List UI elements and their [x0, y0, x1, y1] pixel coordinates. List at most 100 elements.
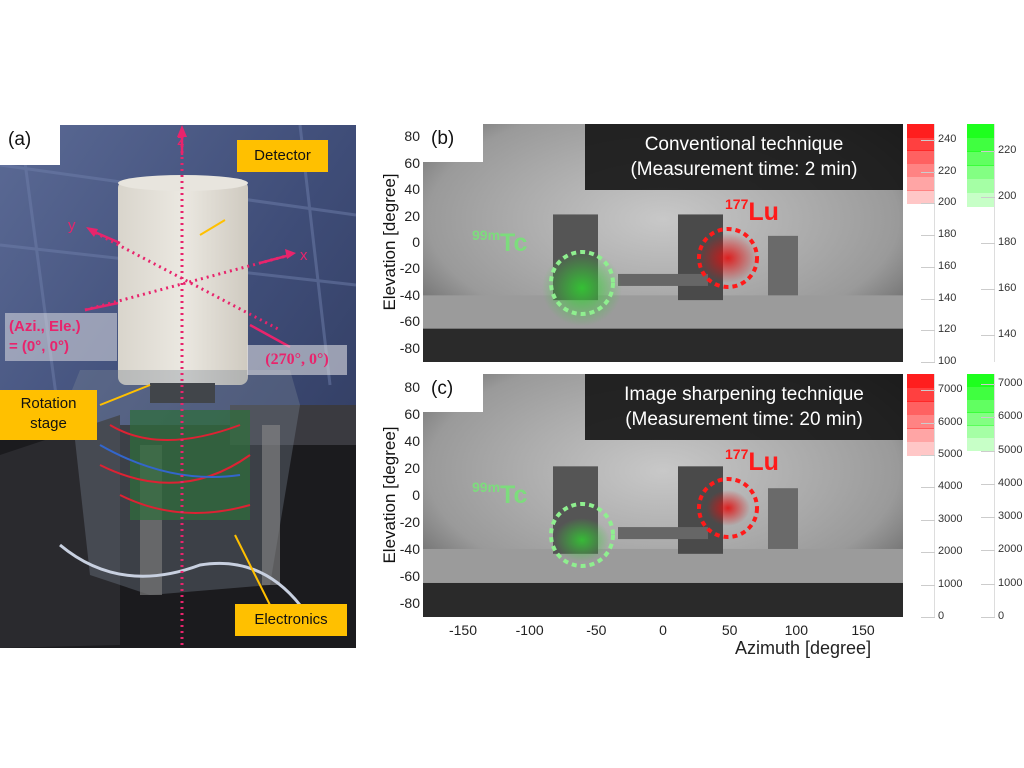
colorbar-tick-mark — [921, 390, 935, 392]
elevation-tick: 40 — [404, 181, 420, 198]
colorbar-tick-mark — [921, 330, 935, 332]
colorbar-red-step — [907, 374, 935, 388]
colorbar-red-step — [907, 441, 935, 456]
lu-hotspot-circle — [697, 227, 759, 289]
colorbar-tick: 2000 — [998, 543, 1023, 556]
tc-hotspot-circle — [549, 502, 615, 568]
elevation-tick: 20 — [404, 459, 420, 476]
colorbar-green-axis — [994, 374, 995, 617]
colorbar-tick: 140 — [998, 327, 1017, 340]
colorbar-tick: 120 — [938, 323, 957, 336]
elevation-tick: -80 — [399, 339, 420, 356]
colorbar-tick-mark — [921, 139, 935, 141]
colorbar-tick-mark — [981, 334, 995, 336]
colorbar-tick: 7000 — [938, 383, 963, 396]
colorbar-tick-mark — [921, 266, 935, 268]
colorbar-tick-mark — [981, 197, 995, 199]
electronics-arrow — [234, 534, 271, 606]
colorbar-tick: 100 — [938, 355, 957, 367]
colorbar-tick: 0 — [998, 610, 1005, 622]
lu-symbol: Lu — [748, 198, 779, 226]
panel-c-title-line1: Image sharpening technique — [624, 384, 864, 405]
colorbar-green-step — [967, 165, 995, 180]
colorbar-tick-mark — [981, 383, 995, 385]
lu-label: 177Lu — [725, 446, 779, 477]
origin-label-line2: = (0°, 0°) — [9, 338, 69, 355]
colorbar-tick-mark — [921, 584, 935, 586]
colorbar-tick-mark — [921, 422, 935, 424]
colorbar-tick: 0 — [938, 610, 945, 622]
colorbar-tick: 1000 — [938, 577, 963, 590]
azimuth-tick: -50 — [586, 622, 607, 638]
colorbar-tick: 5000 — [938, 448, 963, 460]
colorbar-tick-mark — [921, 617, 935, 618]
tc-label: 99mTc — [472, 227, 527, 258]
panel-b-panorama — [423, 124, 903, 362]
colorbar-red-step — [907, 414, 935, 429]
colorbar-tick-mark — [981, 483, 995, 485]
colorbar-red-step — [907, 124, 935, 138]
colorbar-red-axis — [934, 124, 935, 362]
elevation-tick: 80 — [404, 128, 420, 145]
colorbar-tick: 140 — [938, 291, 957, 304]
setup-photo: z y x — [0, 125, 356, 648]
panel-b-title-line1: Conventional technique — [644, 134, 844, 155]
panel-b-title: Conventional technique (Measurement time… — [585, 124, 903, 190]
elevation-tick: -20 — [399, 513, 420, 530]
panel-b-room-image — [423, 124, 903, 362]
colorbar-tick: 5000 — [998, 443, 1023, 456]
rotation-stage-line2: stage — [30, 415, 67, 432]
elevation-tick: 60 — [404, 154, 420, 171]
x-axis-label: x — [300, 247, 308, 264]
origin-label-line1: (Azi., Ele.) — [9, 318, 81, 335]
colorbar-tick: 7000 — [998, 376, 1023, 389]
colorbar-tick: 2000 — [938, 545, 963, 558]
elevation-tick: -80 — [399, 594, 420, 611]
colorbar-tick: 180 — [998, 236, 1017, 248]
elevation-tick: 0 — [412, 234, 420, 250]
colorbar-tick: 3000 — [998, 510, 1023, 523]
colorbar-tick-mark — [921, 362, 935, 363]
colorbar-tick-mark — [981, 151, 995, 153]
elevation-tick: 80 — [404, 378, 420, 395]
azimuth-tick: 50 — [721, 622, 738, 638]
colorbar-tick: 160 — [998, 281, 1017, 294]
colorbar-green-step — [967, 192, 995, 207]
rotation-stage-line1: Rotation — [20, 395, 77, 412]
colorbar-tick-mark — [921, 235, 935, 237]
azimuth-axis-label: Azimuth [degree] — [735, 638, 872, 658]
colorbar-tick-mark — [921, 298, 935, 300]
rotation-stage-callout: Rotation stage — [0, 390, 97, 440]
colorbar-tick: 200 — [938, 196, 957, 209]
elevation-tick: 40 — [404, 432, 420, 449]
elevation-tick: -60 — [399, 313, 420, 330]
side-direction-label: (270°, 0°) — [247, 345, 347, 375]
tc-symbol: Tc — [500, 481, 528, 509]
colorbar-red-step — [907, 150, 935, 165]
elevation-tick: -60 — [399, 567, 420, 584]
tc-label: 99mTc — [472, 479, 527, 510]
tc-mass-number: 99m — [472, 227, 501, 243]
detector-callout: Detector — [237, 140, 328, 172]
colorbar-tick-mark — [981, 417, 995, 419]
colorbar-green-step — [967, 412, 995, 426]
colorbar-tick: 4000 — [938, 480, 963, 493]
colorbar-red-step — [907, 190, 935, 204]
colorbar-green-step — [967, 374, 995, 388]
setup-photo-drawing: z y x — [0, 125, 356, 648]
colorbar-tick: 6000 — [938, 415, 963, 428]
lu-label: 177Lu — [725, 196, 779, 227]
colorbar-tick-mark — [981, 550, 995, 552]
colorbar-green-step — [967, 425, 995, 439]
colorbar-tick-mark — [921, 487, 935, 489]
colorbar-tick-mark — [921, 171, 935, 173]
colorbar-red-step — [907, 163, 935, 178]
panel-b-title-line2: (Measurement time: 2 min) — [630, 159, 858, 180]
panel-a-label: (a) — [0, 125, 60, 165]
colorbar-tick: 200 — [998, 190, 1017, 203]
colorbar-tick: 4000 — [998, 476, 1023, 489]
colorbar-green-step — [967, 124, 995, 139]
panel-c-label: (c) — [423, 374, 483, 412]
colorbar-green-step — [967, 151, 995, 166]
colorbar-tick: 160 — [938, 259, 957, 272]
